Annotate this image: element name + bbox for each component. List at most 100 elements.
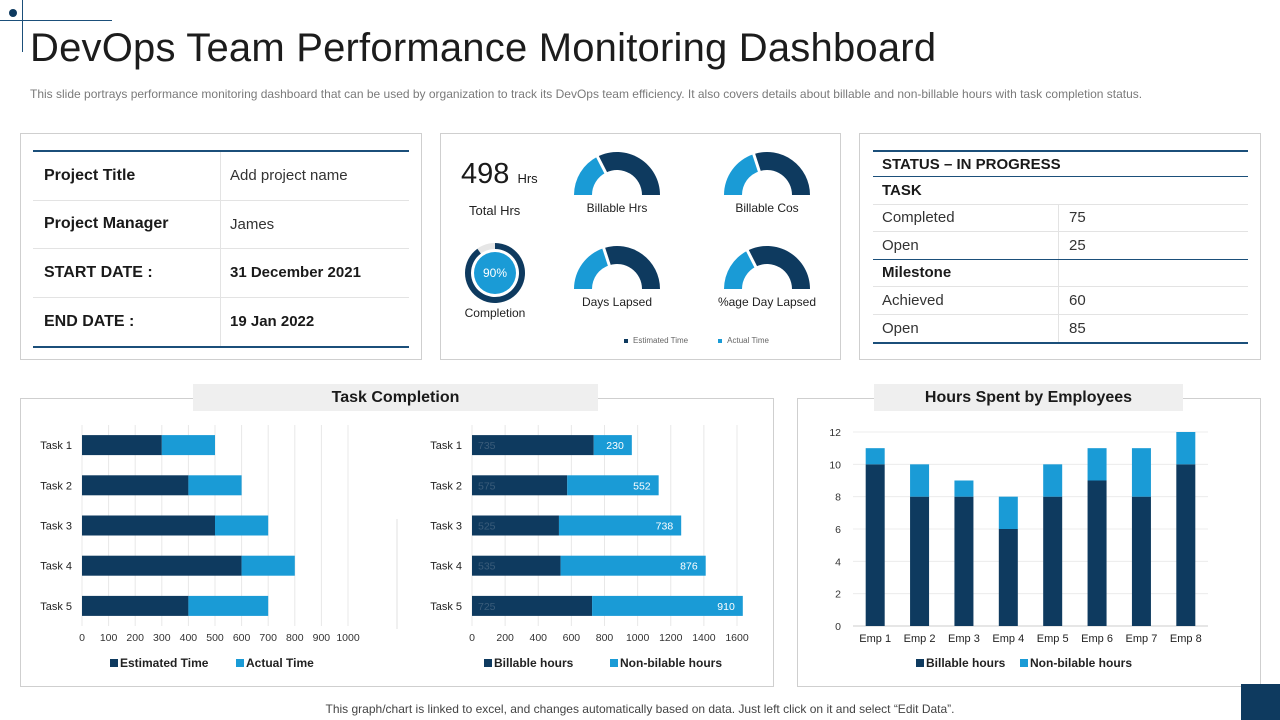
category-label: Emp 8 (1170, 633, 1202, 645)
total-hours-unit: Hrs (517, 171, 538, 186)
bar-segment (954, 480, 974, 497)
x-tick-label: 600 (563, 632, 581, 644)
legend-swatch (110, 659, 118, 667)
project-row: Project Title Add project name (33, 152, 409, 201)
milestone-section-heading: Milestone (873, 259, 1059, 286)
bar-segment (472, 435, 594, 456)
legend-swatch (916, 659, 924, 667)
bar-segment (472, 555, 561, 576)
category-label: Task 1 (430, 440, 462, 452)
legend-label: Billable hours (926, 656, 1006, 670)
bar-segment (472, 475, 568, 496)
page-subtitle: This slide portrays performance monitori… (30, 87, 1143, 101)
category-label: Task 5 (430, 601, 462, 613)
category-label: Emp 7 (1126, 633, 1158, 645)
hours-spent-title: Hours Spent by Employees (874, 384, 1183, 411)
legend-estimated-time: Estimated Time (633, 336, 689, 345)
category-label: Task 2 (40, 480, 72, 492)
x-tick-label: 400 (529, 632, 547, 644)
bar-segment (1087, 448, 1107, 481)
hours-spent-panel: 0 2 4 6 8 10 12 Emp 1 Emp 2 Emp 3 Emp 4 Emp 5 Emp 6 E… (797, 398, 1261, 687)
data-label: 735 (478, 440, 496, 452)
legend-actual-time: Actual Time (727, 336, 769, 345)
x-tick-label: 1600 (725, 632, 749, 644)
page-title: DevOps Team Performance Monitoring Dashb… (30, 26, 937, 70)
hours-spent-chart: 0 2 4 6 8 10 12 Emp 1 Emp 2 Emp 3 Emp 4 Emp 5 Emp 6 E… (829, 427, 1208, 670)
y-tick-label: 2 (835, 589, 841, 601)
project-row-label: Project Manager (33, 200, 221, 248)
bar-segment (954, 496, 974, 626)
category-label: Task 5 (40, 601, 72, 613)
x-tick-label: 1400 (692, 632, 716, 644)
legend-label: Estimated Time (120, 656, 209, 670)
legend-swatch-estimated (624, 338, 628, 343)
bar-segment (161, 435, 215, 456)
gauge-arc-divider (745, 249, 758, 269)
legend-swatch (236, 659, 244, 667)
data-label: 725 (478, 601, 496, 613)
task-completion-charts: 0 100 200 300 400 500 600 700 800 900 1000 Task 1 Ta… (40, 425, 749, 670)
legend-swatch (610, 659, 618, 667)
gauge-arc-actual (724, 250, 756, 289)
data-label: 738 (656, 521, 674, 533)
project-row: Project Manager James (33, 200, 409, 249)
legend-label: Non-bilable hours (1030, 656, 1132, 670)
gauge-arc-estimated (603, 245, 660, 289)
bar-segment (1176, 432, 1196, 465)
total-hours-number: 498 (461, 158, 510, 190)
bar-segment (1131, 496, 1151, 626)
gauge-legend: Estimated Time Actual Time (624, 336, 769, 345)
project-row-label: END DATE : (33, 297, 221, 346)
bar-segment (1043, 464, 1063, 497)
bar-segment (188, 595, 269, 616)
y-tick-label: 10 (829, 459, 841, 471)
y-tick-label: 4 (835, 556, 841, 568)
x-tick-label: 600 (233, 632, 251, 644)
x-tick-label: 0 (469, 632, 475, 644)
corner-decoration-line (0, 20, 112, 21)
bar-segment (1087, 480, 1107, 626)
gauge-arc-estimated (747, 246, 810, 289)
gauge-arc-estimated (597, 152, 660, 195)
status-label: Completed (873, 204, 1059, 231)
gauge-arc-actual (574, 248, 610, 289)
category-label: Emp 1 (859, 633, 891, 645)
category-label: Task 3 (430, 521, 462, 533)
project-row-value: 31 December 2021 (230, 264, 361, 282)
x-tick-label: 300 (153, 632, 171, 644)
data-label: 910 (717, 601, 735, 613)
data-label: 525 (478, 521, 496, 533)
bar-segment (593, 435, 632, 456)
category-label: Task 4 (430, 561, 462, 573)
project-row-value: Add project name (230, 167, 348, 185)
data-label: 230 (606, 440, 624, 452)
x-tick-label: 400 (180, 632, 198, 644)
status-heading: STATUS – IN PROGRESS (873, 152, 1248, 177)
status-row-completed: Completed 75 (873, 204, 1248, 232)
status-value: 60 (1069, 291, 1086, 309)
total-hours-label: Total Hrs (469, 203, 521, 218)
task-completion-panel: 0 100 200 300 400 500 600 700 800 900 1000 Task 1 Ta… (20, 398, 774, 687)
milestone-section-row: Milestone (873, 259, 1248, 287)
bar-segment (1131, 448, 1151, 497)
data-label: 876 (680, 561, 698, 573)
bar-segment (910, 496, 930, 626)
category-label: Emp 4 (992, 633, 1024, 645)
corner-decoration-line-vertical (22, 0, 23, 52)
bar-segment (472, 595, 593, 616)
data-label: 552 (633, 480, 651, 492)
category-label: Emp 3 (948, 633, 980, 645)
bar-segment (567, 475, 659, 496)
completion-label: Completion (464, 306, 526, 320)
x-tick-label: 700 (259, 632, 277, 644)
bar-segment (215, 515, 269, 536)
bar-segment (82, 475, 189, 496)
legend-swatch (1020, 659, 1028, 667)
project-row-label: START DATE : (33, 249, 221, 297)
legend-label: Actual Time (246, 656, 314, 670)
project-row: START DATE : 31 December 2021 (33, 249, 409, 298)
status-panel: STATUS – IN PROGRESS TASK Completed 75 O… (859, 133, 1261, 360)
bar-segment (241, 555, 295, 576)
bar-segment (560, 555, 706, 576)
task-completion-title: Task Completion (193, 384, 598, 411)
